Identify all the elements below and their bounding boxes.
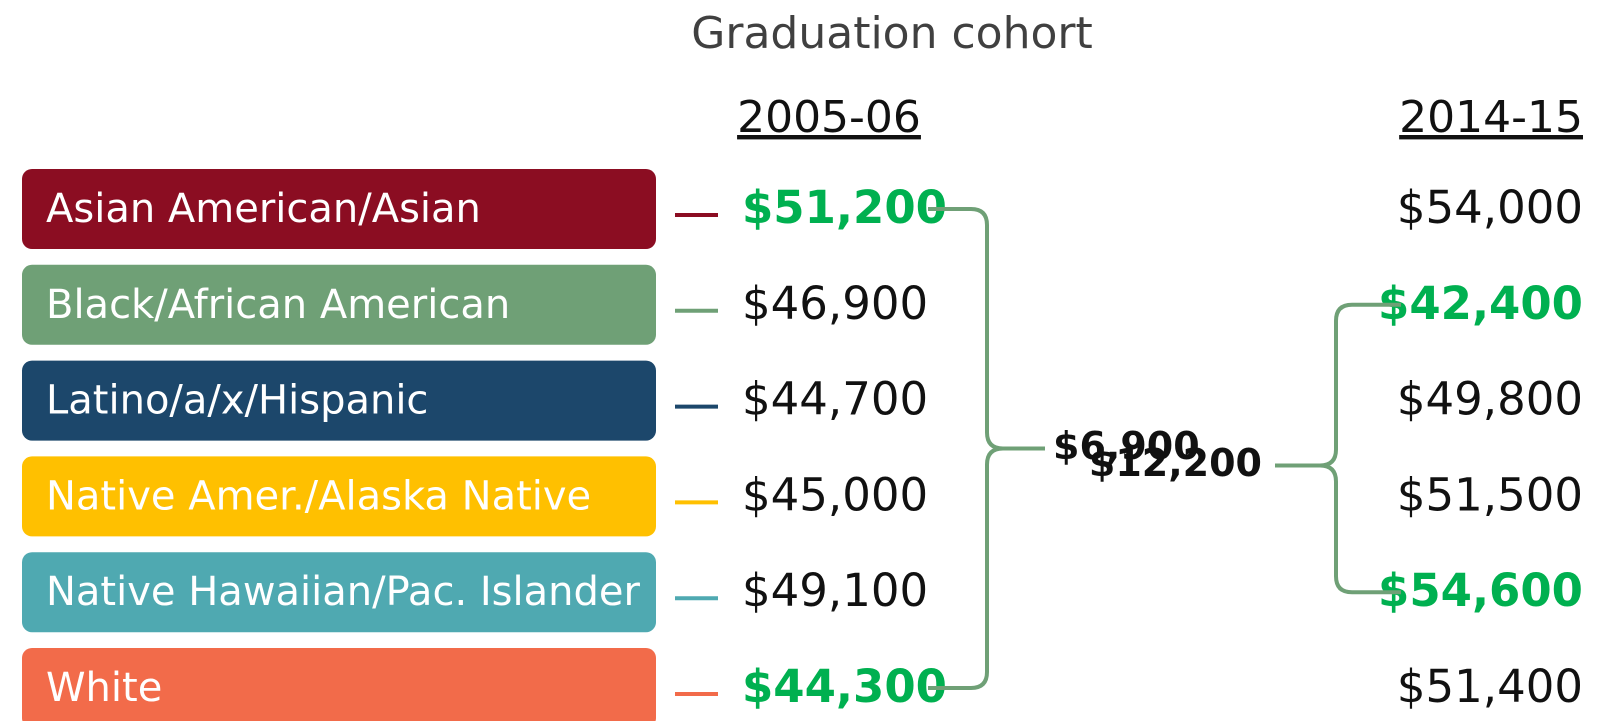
group-box [22, 648, 656, 721]
value: $49,800 [1397, 373, 1583, 426]
group-box [22, 169, 656, 249]
group-label: Native Hawaiian/Pac. Islander [46, 569, 640, 615]
group-box [22, 456, 656, 537]
value: $46,900 [742, 277, 928, 330]
bracket [1275, 302, 1401, 595]
group-label: Native Amer./Alaska Native [46, 473, 591, 519]
group-box [22, 552, 656, 633]
value: $51,500 [1397, 468, 1583, 521]
column-header: 2005-06 [737, 92, 921, 143]
value: $54,000 [1397, 181, 1583, 234]
gap-label: $6,900 [1053, 424, 1200, 468]
group-label: Latino/a/x/Hispanic [46, 378, 428, 424]
bracket [928, 207, 1045, 690]
group-box [22, 264, 656, 345]
group-label: Black/African American [46, 282, 510, 328]
value: $44,700 [742, 373, 928, 426]
value: $44,300 [742, 660, 947, 713]
column-header: 2014-15 [1399, 92, 1583, 143]
title: Graduation cohort [691, 8, 1092, 59]
group-label: Asian American/Asian [46, 186, 481, 232]
value: $42,400 [1378, 277, 1583, 330]
value: $54,600 [1378, 564, 1583, 617]
value: $49,100 [742, 564, 928, 617]
value: $45,000 [742, 468, 928, 521]
gap-label: $12,200 [1089, 441, 1262, 485]
value: $51,400 [1397, 660, 1583, 713]
value: $51,200 [742, 181, 947, 234]
group-box [22, 360, 656, 441]
group-label: White [46, 665, 162, 711]
